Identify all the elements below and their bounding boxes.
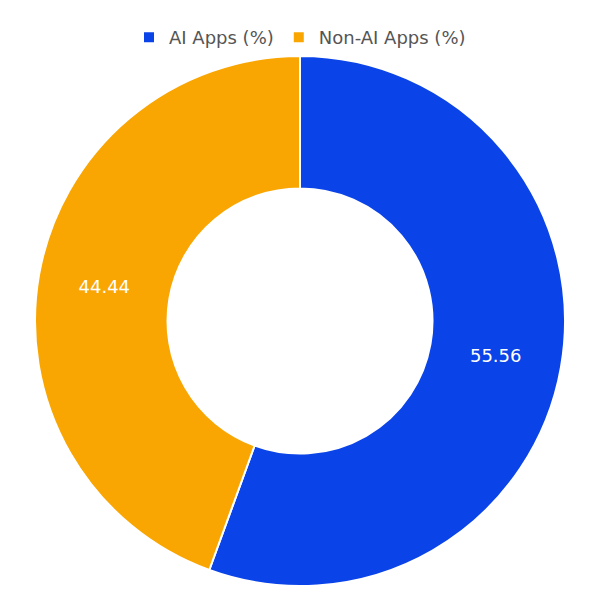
svg-text:Non-AI Apps (%): Non-AI Apps (%) xyxy=(319,27,466,48)
svg-text:55.56: 55.56 xyxy=(470,345,522,366)
svg-text:44.44: 44.44 xyxy=(79,276,131,297)
svg-text:AI Apps (%): AI Apps (%) xyxy=(169,27,274,48)
